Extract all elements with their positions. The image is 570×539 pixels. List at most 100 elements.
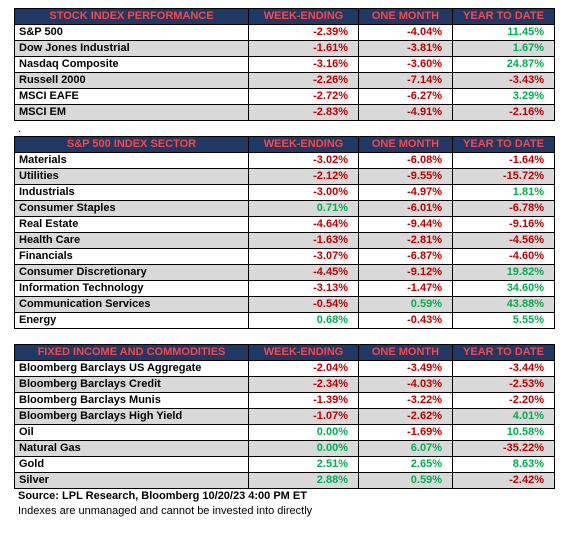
value-cell: -2.62% xyxy=(358,408,453,425)
header-cell: ONE MONTH xyxy=(358,344,453,361)
value-cell: -3.02% xyxy=(248,152,359,169)
value-cell: 0.71% xyxy=(248,200,359,217)
performance-table: STOCK INDEX PERFORMANCE WEEK-ENDING ONE MO… xyxy=(14,8,555,121)
value-cell: -3.81% xyxy=(358,40,453,57)
row: Real Estate -4.64% -9.44% -9.16% xyxy=(14,216,555,233)
value-cell: -3.43% xyxy=(452,72,555,89)
label-cell: MSCI EAFE xyxy=(14,88,249,105)
label-cell: Consumer Staples xyxy=(14,200,249,217)
value-cell: -3.00% xyxy=(248,184,359,201)
value-cell: -4.45% xyxy=(248,264,359,281)
row: Financials -3.07% -6.87% -4.60% xyxy=(14,248,555,265)
source: Source: LPL Research, Bloomberg 10/20/23… xyxy=(18,490,307,502)
value-cell: 2.88% xyxy=(248,472,359,489)
value-cell: -6.08% xyxy=(358,152,453,169)
value-cell: 43.88% xyxy=(452,296,555,313)
label-cell: Health Care xyxy=(14,232,249,249)
label-cell: Financials xyxy=(14,248,249,265)
row: Energy 0.68% -0.43% 5.55% xyxy=(14,312,555,329)
header-row: FIXED INCOME AND COMMODITIES WEEK-ENDING O… xyxy=(14,344,555,361)
value-cell: -2.83% xyxy=(248,104,359,121)
value-cell: 2.65% xyxy=(358,456,453,473)
value-cell: -9.44% xyxy=(358,216,453,233)
value-cell: 11.45% xyxy=(452,24,555,41)
value-cell: 0.59% xyxy=(358,296,453,313)
note: Indexes are unmanaged and cannot be inve… xyxy=(18,505,313,517)
value-cell: -2.16% xyxy=(452,104,555,121)
value-cell: 1.67% xyxy=(452,40,555,57)
row: Bloomberg Barclays High Yield -1.07% -2.62… xyxy=(14,408,555,425)
label-cell: Bloomberg Barclays US Aggregate xyxy=(14,360,249,377)
value-cell: 0.68% xyxy=(248,312,359,329)
value-cell: -2.81% xyxy=(358,232,453,249)
value-cell: 6.07% xyxy=(358,440,453,457)
value-cell: -2.72% xyxy=(248,88,359,105)
value-cell: -4.04% xyxy=(358,24,453,41)
value-cell: -4.91% xyxy=(358,104,453,121)
performance-table: FIXED INCOME AND COMMODITIES WEEK-ENDING O… xyxy=(14,344,555,489)
row: Consumer Staples 0.71% -6.01% -6.78% xyxy=(14,200,555,217)
row: Bloomberg Barclays Credit -2.34% -4.03% -2.… xyxy=(14,376,555,393)
value-cell: -4.64% xyxy=(248,216,359,233)
header-cell: ONE MONTH xyxy=(358,8,453,25)
value-cell: -1.07% xyxy=(248,408,359,425)
value-cell: 5.55% xyxy=(452,312,555,329)
label-cell: S&P 500 xyxy=(14,24,249,41)
value-cell: -2.04% xyxy=(248,360,359,377)
value-cell: -4.03% xyxy=(358,376,453,393)
label-cell: Utilities xyxy=(14,168,249,185)
value-cell: 3.29% xyxy=(452,88,555,105)
header-cell: YEAR TO DATE xyxy=(452,136,555,153)
value-cell: -3.49% xyxy=(358,360,453,377)
header-cell: YEAR TO DATE xyxy=(452,344,555,361)
value-cell: 2.51% xyxy=(248,456,359,473)
row: Oil 0.00% -1.69% 10.58% xyxy=(14,424,555,441)
value-cell: 4.01% xyxy=(452,408,555,425)
value-cell: -0.54% xyxy=(248,296,359,313)
header-cell: ONE MONTH xyxy=(358,136,453,153)
value-cell: -1.63% xyxy=(248,232,359,249)
row: Nasdaq Composite -3.16% -3.60% 24.87% xyxy=(14,56,555,73)
value-cell: 34.60% xyxy=(452,280,555,297)
label-cell: Communication Services xyxy=(14,296,249,313)
row: Industrials -3.00% -4.97% 1.81% xyxy=(14,184,555,201)
value-cell: 0.00% xyxy=(248,424,359,441)
label-cell: Bloomberg Barclays Munis xyxy=(14,392,249,409)
value-cell: -2.20% xyxy=(452,392,555,409)
value-cell: -3.44% xyxy=(452,360,555,377)
row: Utilities -2.12% -9.55% -15.72% xyxy=(14,168,555,185)
value-cell: -6.87% xyxy=(358,248,453,265)
value-cell: -9.16% xyxy=(452,216,555,233)
value-cell: -1.69% xyxy=(358,424,453,441)
value-cell: -1.64% xyxy=(452,152,555,169)
row: Bloomberg Barclays Munis -1.39% -3.22% -2.2… xyxy=(14,392,555,409)
row: Health Care -1.63% -2.81% -4.56% xyxy=(14,232,555,249)
header-cell: FIXED INCOME AND COMMODITIES xyxy=(14,344,249,361)
value-cell: 0.00% xyxy=(248,440,359,457)
value-cell: -3.16% xyxy=(248,56,359,73)
row: MSCI EAFE -2.72% -6.27% 3.29% xyxy=(14,88,555,105)
label-cell: Real Estate xyxy=(14,216,249,233)
value-cell: -4.97% xyxy=(358,184,453,201)
label-cell: Nasdaq Composite xyxy=(14,56,249,73)
header-cell: YEAR TO DATE xyxy=(452,8,555,25)
value-cell: -0.43% xyxy=(358,312,453,329)
value-cell: -2.53% xyxy=(452,376,555,393)
label-cell: Gold xyxy=(14,456,249,473)
label-cell: Materials xyxy=(14,152,249,169)
value-cell: 0.59% xyxy=(358,472,453,489)
value-cell: -3.13% xyxy=(248,280,359,297)
value-cell: -2.12% xyxy=(248,168,359,185)
value-cell: 10.58% xyxy=(452,424,555,441)
label-cell: Bloomberg Barclays Credit xyxy=(14,376,249,393)
label-cell: Industrials xyxy=(14,184,249,201)
value-cell: -2.42% xyxy=(452,472,555,489)
header-row: S&P 500 INDEX SECTOR WEEK-ENDING ONE MONTH… xyxy=(14,136,555,153)
label-cell: Bloomberg Barclays High Yield xyxy=(14,408,249,425)
label-cell: Russell 2000 xyxy=(14,72,249,89)
value-cell: -6.78% xyxy=(452,200,555,217)
value-cell: 24.87% xyxy=(452,56,555,73)
value-cell: -1.61% xyxy=(248,40,359,57)
value-cell: -3.60% xyxy=(358,56,453,73)
